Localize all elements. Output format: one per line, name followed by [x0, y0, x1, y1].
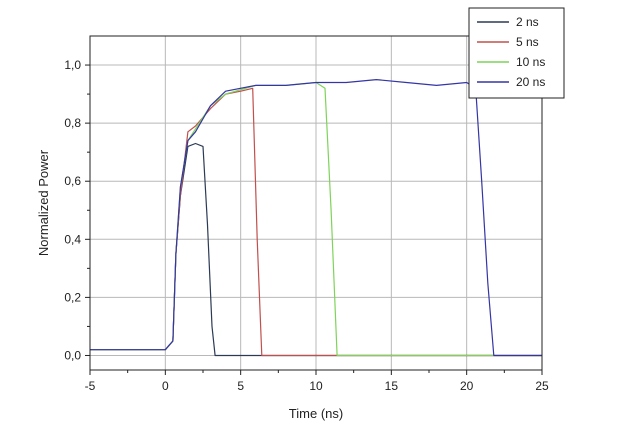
x-tick-label: 0 [162, 379, 169, 393]
y-tick-label: 0,4 [64, 232, 81, 246]
x-tick-label: 20 [460, 379, 474, 393]
x-axis-title: Time (ns) [289, 406, 343, 421]
x-tick-label: 10 [309, 379, 323, 393]
y-tick-label: 0,8 [64, 116, 81, 130]
legend-box [468, 7, 565, 99]
legend-label: 5 ns [516, 35, 539, 49]
legend-label: 2 ns [516, 15, 539, 29]
legend: 2 ns 5 ns 10 ns 20 ns [468, 7, 565, 99]
grid [90, 36, 542, 370]
y-tick-label: 0,6 [64, 174, 81, 188]
tick-labels: -5 0 5 10 15 20 25 0,0 0,2 0,4 0,6 0,8 1,0 [64, 58, 549, 393]
x-tick-label: -5 [85, 379, 96, 393]
ticks [85, 64, 543, 375]
x-tick-label: 25 [535, 379, 549, 393]
y-tick-label: 0,0 [64, 348, 81, 362]
x-tick-label: 5 [237, 379, 244, 393]
series-line-20-ns [90, 78, 542, 357]
y-axis-title: Normalized Power [36, 149, 51, 256]
legend-label: 10 ns [516, 55, 545, 69]
y-tick-label: 1,0 [64, 58, 81, 72]
legend-label: 20 ns [516, 75, 545, 89]
x-tick-label: 15 [385, 379, 399, 393]
series-layer [90, 78, 542, 357]
y-tick-label: 0,2 [64, 290, 81, 304]
